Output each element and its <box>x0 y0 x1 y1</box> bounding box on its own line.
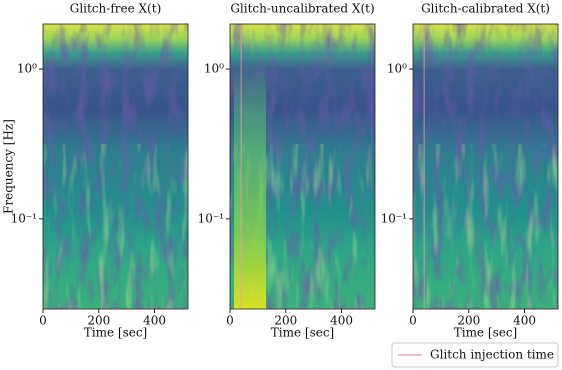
plot-frame <box>412 23 559 310</box>
y-tick-label: 10⁻¹ <box>381 211 407 225</box>
y-tick-label: 10⁻¹ <box>198 211 224 225</box>
x-tick-label: 400 <box>513 314 536 328</box>
x-tick-label: 200 <box>457 314 480 328</box>
panel-title: Glitch-free X(t) <box>70 2 162 16</box>
spectrogram-texture <box>413 144 558 309</box>
plot-frame <box>42 23 189 310</box>
x-tick-label: 200 <box>87 314 110 328</box>
y-axis-label: Frequency [Hz] <box>2 119 16 214</box>
x-axis-label: Time [sec] <box>454 326 517 340</box>
y-tick-label: 10⁻¹ <box>11 211 37 225</box>
x-tick-label: 200 <box>274 314 297 328</box>
plot-frame <box>229 23 376 310</box>
x-tick-label: 400 <box>143 314 166 328</box>
y-tick-label: 10⁰ <box>204 62 224 76</box>
x-tick-label: 400 <box>330 314 353 328</box>
x-tick-label: 0 <box>226 314 234 328</box>
spectrogram-texture <box>43 144 188 309</box>
x-tick-label: 0 <box>39 314 47 328</box>
y-tick-label: 10⁰ <box>17 62 37 76</box>
glitch-artifact <box>234 64 266 309</box>
x-tick-label: 0 <box>409 314 417 328</box>
panel-title: Glitch-uncalibrated X(t) <box>230 2 374 16</box>
panel-title: Glitch-calibrated X(t) <box>421 2 550 16</box>
legend-label: Glitch injection time <box>430 348 554 362</box>
y-tick-label: 10⁰ <box>387 62 407 76</box>
legend-box <box>391 342 559 368</box>
x-axis-label: Time [sec] <box>271 326 334 340</box>
x-axis-label: Time [sec] <box>84 326 147 340</box>
